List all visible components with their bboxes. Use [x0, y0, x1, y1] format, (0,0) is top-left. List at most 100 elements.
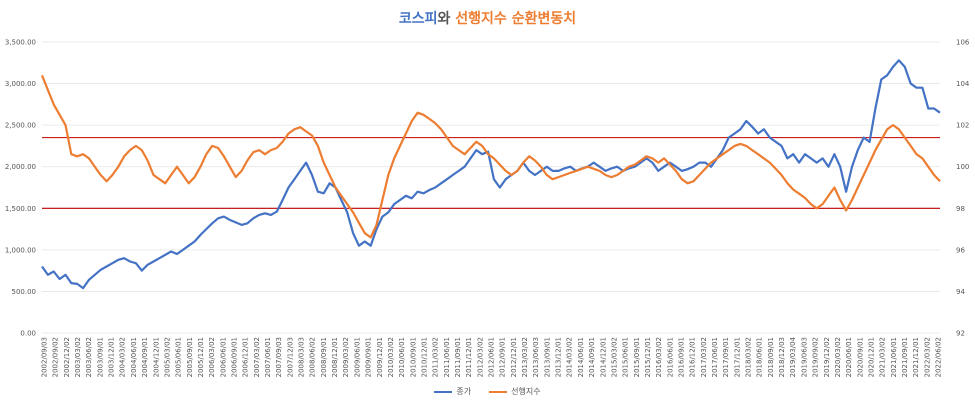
x-tick-label: 2020/06/01 [845, 337, 853, 377]
x-tick-label: 2006/06/01 [219, 337, 227, 377]
y-left-tick-label: 1,000.00 [5, 246, 36, 254]
x-tick-label: 2009/06/01 [353, 337, 361, 377]
title-part-leading-index: 선행지수 순환변동치 [455, 11, 577, 27]
x-tick-label: 2015/09/01 [633, 337, 641, 377]
x-tick-label: 2021/12/01 [912, 337, 920, 377]
x-tick-label: 2010/06/01 [398, 337, 406, 377]
x-tick-label: 2016/06/01 [666, 337, 674, 377]
x-tick-label: 2016/09/01 [677, 337, 685, 377]
x-tick-label: 2008/03/03 [298, 337, 306, 377]
x-tick-label: 2007/03/02 [253, 337, 261, 377]
x-tick-label: 2009/09/01 [365, 337, 373, 377]
y-left-tick-label: 2,500.00 [5, 122, 36, 130]
x-tick-label: 2008/12/01 [331, 337, 339, 377]
x-tick-label: 2021/03/02 [879, 337, 887, 377]
x-tick-label: 2003/09/01 [96, 337, 104, 377]
legend: 종가 선행지수 [0, 386, 975, 397]
legend-item-close: 종가 [434, 386, 471, 397]
x-tick-label: 2021/09/01 [901, 337, 909, 377]
y-left-tick-label: 3,500.00 [5, 39, 36, 47]
y-left-tick-label: 1,500.00 [5, 205, 36, 213]
x-tick-label: 2007/09/03 [275, 337, 283, 377]
x-tick-label: 2009/12/01 [376, 337, 384, 377]
title-part-connector: 와 [437, 11, 456, 27]
x-tick-label: 2021/06/01 [890, 337, 898, 377]
x-tick-label: 2004/12/01 [152, 337, 160, 377]
x-tick-label: 2016/03/02 [655, 337, 663, 377]
x-tick-label: 2008/09/01 [320, 337, 328, 377]
x-tick-label: 2004/03/02 [119, 337, 127, 377]
x-tick-label: 2011/03/02 [432, 337, 440, 377]
x-tick-label: 2007/12/03 [286, 337, 294, 377]
x-tick-label: 2002/09/03 [41, 337, 49, 377]
x-tick-label: 2006/09/01 [230, 337, 238, 377]
x-tick-label: 2005/06/01 [175, 337, 183, 377]
x-tick-label: 2006/12/01 [242, 337, 250, 377]
x-tick-label: 2009/03/02 [342, 337, 350, 377]
x-tick-label: 2018/12/03 [778, 337, 786, 377]
y-right-tick-label: 94 [956, 288, 965, 296]
y-left-tick-label: 2,000.00 [5, 163, 36, 171]
x-tick-label: 2005/03/02 [163, 337, 171, 377]
x-tick-label: 2016/12/01 [689, 337, 697, 377]
legend-swatch-close [434, 390, 453, 393]
x-tick-label: 2007/06/01 [264, 337, 272, 377]
legend-swatch-leading-index [489, 390, 508, 393]
x-tick-label: 2017/03/02 [700, 337, 708, 377]
x-tick-label: 2014/09/01 [588, 337, 596, 377]
x-tick-label: 2012/09/01 [499, 337, 507, 377]
x-tick-label: 2018/03/02 [745, 337, 753, 377]
x-tick-label: 2002/12/02 [63, 337, 71, 377]
x-tick-label: 2013/03/02 [521, 337, 529, 377]
x-tick-label: 2011/09/01 [454, 337, 462, 377]
x-tick-label: 2017/12/01 [733, 337, 741, 377]
x-tick-label: 2015/12/01 [644, 337, 652, 377]
x-tick-label: 2003/12/01 [108, 337, 116, 377]
y-right-tick-label: 98 [956, 205, 965, 213]
y-left-tick-label: 3,000.00 [5, 80, 36, 88]
x-tick-label: 2012/06/01 [488, 337, 496, 377]
x-tick-label: 2002/09/02 [52, 337, 60, 377]
x-tick-label: 2004/09/01 [141, 337, 149, 377]
series-line-close [41, 59, 941, 290]
x-tick-label: 2011/12/01 [465, 337, 473, 377]
x-tick-label: 2014/06/01 [577, 337, 585, 377]
x-tick-label: 2003/03/02 [74, 337, 82, 377]
x-tick-label: 2013/12/01 [555, 337, 563, 377]
y-right-tick-label: 92 [956, 330, 965, 338]
x-tick-label: 2019/06/03 [800, 337, 808, 377]
x-tick-label: 2019/12/02 [823, 337, 831, 377]
y-left-tick-label: 0.00 [20, 330, 36, 338]
x-tick-label: 2012/03/02 [476, 337, 484, 377]
x-tick-label: 2003/06/02 [85, 337, 93, 377]
x-tick-label: 2006/03/02 [208, 337, 216, 377]
legend-label-leading-index: 선행지수 [511, 387, 541, 396]
x-tick-label: 2010/03/02 [387, 337, 395, 377]
x-tick-label: 2011/06/01 [443, 337, 451, 377]
y-right-tick-label: 104 [956, 80, 970, 88]
x-tick-label: 2019/03/04 [789, 336, 797, 377]
x-tick-label: 2010/12/01 [420, 337, 428, 377]
x-tick-label: 2020/12/01 [867, 337, 875, 377]
x-tick-label: 2022/03/02 [923, 337, 931, 377]
title-part-kospi: 코스피 [398, 11, 438, 27]
x-tick-label: 2012/12/01 [510, 337, 518, 377]
x-tick-label: 2013/06/03 [532, 337, 540, 377]
x-tick-label: 2017/06/01 [711, 337, 719, 377]
x-tick-label: 2022/06/02 [935, 337, 943, 377]
x-tick-label: 2005/12/01 [197, 337, 205, 377]
series-line-leading-index [40, 74, 941, 239]
x-tick-label: 2013/09/01 [543, 337, 551, 377]
y-left-tick-label: 500.00 [12, 288, 37, 296]
x-tick-label: 2010/09/01 [409, 337, 417, 377]
y-right-tick-label: 100 [956, 163, 969, 171]
x-tick-label: 2005/09/01 [186, 337, 194, 377]
legend-label-close: 종가 [456, 387, 472, 396]
x-tick-label: 2014/12/01 [599, 337, 607, 377]
x-tick-label: 2020/03/02 [834, 337, 842, 377]
x-tick-label: 2020/09/01 [856, 337, 864, 377]
x-tick-label: 2018/06/01 [756, 337, 764, 377]
chart-title: 코스피와 선행지수 순환변동치 [0, 8, 975, 28]
y-right-tick-label: 96 [956, 246, 965, 254]
